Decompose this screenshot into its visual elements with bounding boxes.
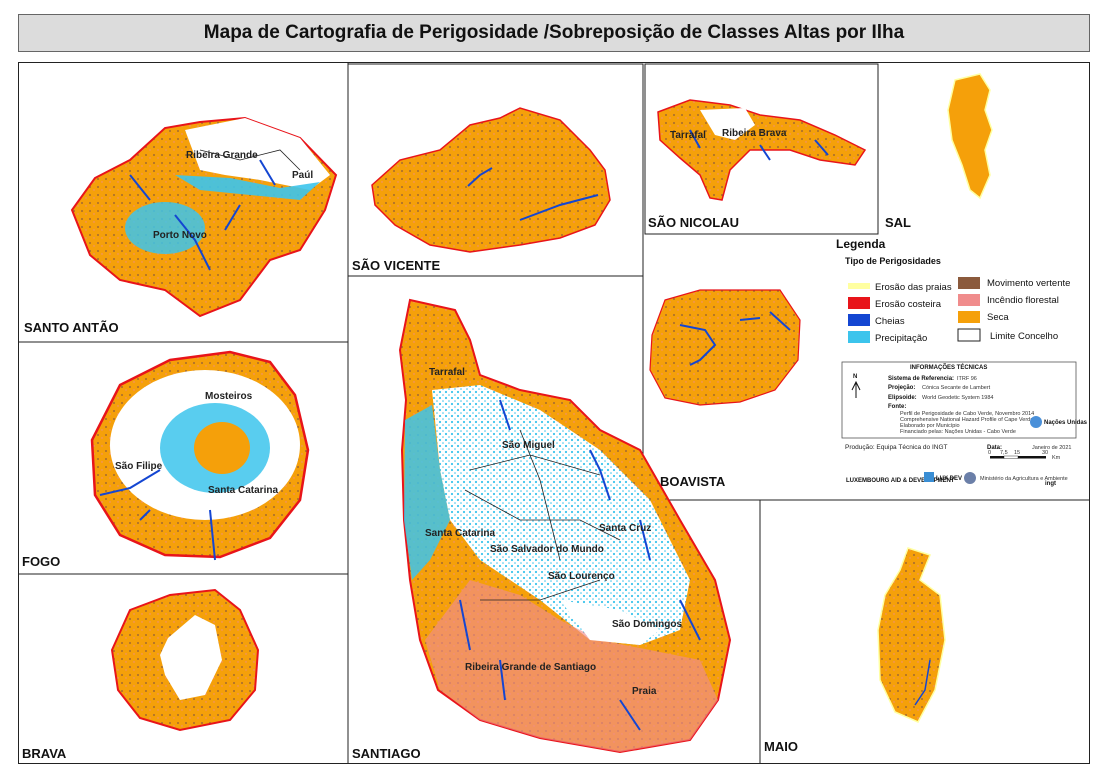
place-tarrafal-sn: Tarrafal: [670, 130, 706, 141]
map-title-bar: Mapa de Cartografia de Perigosidade /Sob…: [18, 14, 1090, 52]
place-sao-filipe: São Filipe: [115, 461, 163, 472]
legend-swatch-seca: [958, 311, 980, 323]
place-porto-novo: Porto Novo: [153, 230, 207, 241]
legend-label-erosao-costeira: Erosão costeira: [875, 299, 942, 310]
luxdev-logo-icon: [924, 472, 934, 482]
label-santiago: SANTIAGO: [352, 746, 421, 761]
legend-swatch-limite-concelho: [957, 328, 981, 342]
tech-key-0: Sistema de Referencia:: [888, 376, 954, 382]
label-fogo: FOGO: [22, 554, 60, 569]
place-santa-cruz: Santa Cruz: [599, 523, 651, 534]
scale-label-0: 0: [988, 450, 991, 456]
legend-swatch-erosao-praias: [848, 283, 870, 289]
legend-subtitle: Tipo de Perigosidades: [845, 256, 941, 266]
tech-source-2: Financiado pelas: Nações Unidas - Cabo V…: [900, 429, 1016, 435]
logo-luxdev: LUX DEV: [936, 476, 962, 482]
tech-value-1: Cónica Secante de Lambert: [922, 385, 991, 391]
island-sao-vicente: SÃO VICENTE: [352, 107, 611, 273]
legend-swatch-cheias: [848, 314, 870, 326]
tech-value-2: World Geodetic System 1984: [922, 395, 993, 401]
island-maio: MAIO: [764, 547, 946, 754]
legend-swatch-movimento-vertente: [958, 277, 980, 289]
island-sao-nicolau: Tarrafal Ribeira Brava SÃO NICOLAU: [648, 99, 867, 230]
place-santa-catarina-st: Santa Catarina: [425, 528, 495, 539]
label-brava: BRAVA: [22, 746, 67, 761]
legend: Legenda Tipo de Perigosidades Erosão das…: [836, 237, 1070, 344]
tech-key-2: Elipsoide:: [888, 395, 917, 401]
island-sal: SAL: [885, 73, 993, 230]
place-santa-catarina-fogo: Santa Catarina: [208, 485, 278, 496]
legend-label-seca: Seca: [987, 312, 1009, 323]
place-ribeira-grande: Ribeira Grande: [186, 150, 258, 161]
tech-value-3: Perfil de Perigosidade de Cabo Verde, No…: [900, 411, 1034, 417]
label-santo-antao: SANTO ANTÃO: [24, 320, 119, 335]
legend-title: Legenda: [836, 237, 886, 251]
logo-ministry: Ministério da Agricultura e Ambiente: [980, 476, 1068, 482]
island-santo-antao: Ribeira Grande Paúl Porto Novo SANTO ANT…: [24, 116, 338, 335]
logo-luxembourg: LUXEMBOURG AID & DEVELOPMENT: [846, 478, 955, 484]
north-label: N: [853, 374, 857, 380]
logo-ingt: ingt: [1045, 481, 1056, 487]
legend-label-cheias: Cheias: [875, 316, 905, 327]
label-boavista: BOAVISTA: [660, 474, 726, 489]
scale-bar: 0 7,5 15 30 Km: [988, 450, 1061, 461]
legend-label-incendio-florestal: Incêndio florestal: [987, 295, 1059, 306]
tech-info-box: INFORMAÇÕES TÉCNICAS N Sistema de Refere…: [841, 361, 1088, 487]
place-ribeira-grande-santiago: Ribeira Grande de Santiago: [465, 662, 596, 673]
label-sao-nicolau: SÃO NICOLAU: [648, 215, 739, 230]
island-santiago: Tarrafal São Miguel Santa Catarina São S…: [352, 298, 732, 761]
island-fogo: Mosteiros São Filipe Santa Catarina FOGO: [22, 350, 310, 569]
legend-swatch-erosao-costeira: [848, 297, 870, 309]
place-sao-domingos: São Domingos: [612, 619, 682, 630]
label-maio: MAIO: [764, 739, 798, 754]
tech-key-3: Fonte:: [888, 404, 906, 410]
island-brava: BRAVA: [22, 588, 260, 761]
ministry-seal-icon: [964, 472, 976, 484]
scale-label-1: 7,5: [1000, 450, 1008, 456]
map-frame: [18, 62, 1090, 764]
tech-source-1: Elaborado por Município: [900, 423, 960, 429]
legend-label-limite-concelho: Limite Concelho: [990, 331, 1058, 342]
label-sao-vicente: SÃO VICENTE: [352, 258, 440, 273]
date-label: Data:: [987, 445, 1002, 451]
place-sao-lourenco: São Lourenço: [548, 571, 615, 582]
place-sao-salvador-do-mundo: São Salvador do Mundo: [490, 544, 604, 555]
legend-swatch-precipitacao: [848, 331, 870, 343]
place-ribeira-brava: Ribeira Brava: [722, 128, 787, 139]
un-label: Nações Unidas: [1044, 420, 1088, 426]
place-tarrafal-st: Tarrafal: [429, 367, 465, 378]
place-paul: Paúl: [292, 170, 313, 181]
tech-value-0: ITRF 96: [957, 376, 977, 382]
tech-key-1: Projeção:: [888, 385, 915, 391]
legend-label-movimento-vertente: Movimento vertente: [987, 278, 1070, 289]
island-boavista: BOAVISTA: [649, 289, 801, 489]
legend-label-erosao-praias: Erosão das praias: [875, 282, 952, 293]
scale-label-2: 15: [1014, 450, 1020, 456]
legend-label-precipitacao: Precipitação: [875, 333, 927, 344]
label-sal: SAL: [885, 215, 911, 230]
place-praia: Praia: [632, 686, 657, 697]
place-mosteiros: Mosteiros: [205, 391, 253, 402]
map-title: Mapa de Cartografia de Perigosidade /Sob…: [203, 22, 905, 43]
un-emblem-icon: [1030, 416, 1042, 428]
production-credit: Produção: Equipa Técnica do INGT: [845, 444, 948, 451]
scale-label-km: Km: [1052, 455, 1061, 461]
place-sao-miguel: São Miguel: [502, 440, 555, 451]
tech-source-0: Comprehensive National Hazard Profile of…: [900, 417, 1033, 423]
scale-label-3: 30: [1042, 450, 1048, 456]
north-arrow-icon: [851, 380, 861, 398]
legend-swatch-incendio-florestal: [958, 294, 980, 306]
logos-row: LUXEMBOURG AID & DEVELOPMENT LUX DEV Min…: [846, 472, 1068, 487]
date-value: Janeiro de 2021: [1032, 445, 1071, 451]
tech-heading: INFORMAÇÕES TÉCNICAS: [910, 363, 987, 371]
